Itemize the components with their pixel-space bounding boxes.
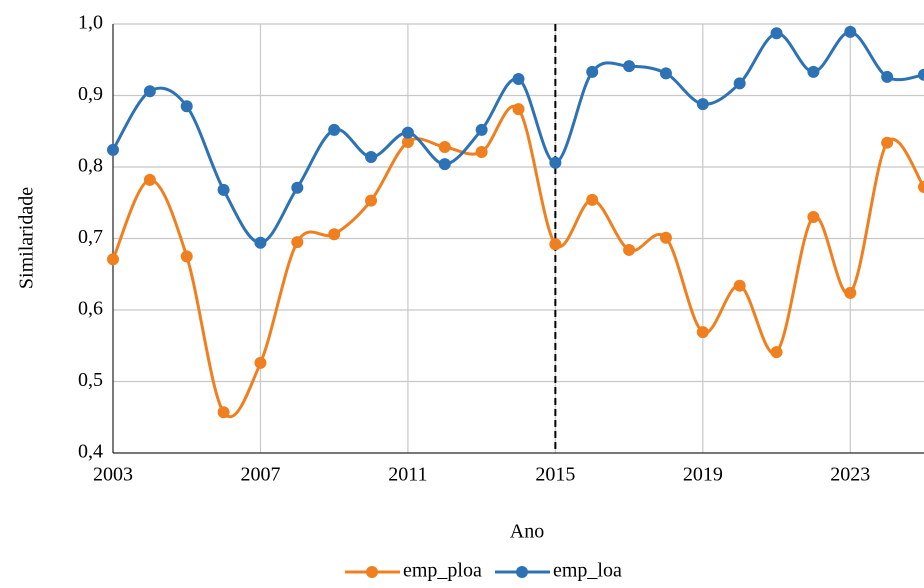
point: [844, 286, 857, 299]
y-tick-label: 0,6: [78, 298, 103, 320]
point: [733, 77, 746, 90]
point: [438, 140, 451, 153]
point: [328, 123, 341, 136]
x-axis-label: Ano: [510, 521, 544, 543]
x-tick-label: 2023: [830, 464, 870, 486]
point: [696, 326, 709, 339]
point: [512, 73, 525, 86]
x-tick-label: 2015: [535, 464, 575, 486]
y-axis-label: Similaridade: [16, 187, 38, 289]
point: [254, 236, 267, 249]
y-tick-label: 0,7: [78, 226, 103, 248]
line: [111, 104, 924, 419]
point: [881, 136, 894, 149]
point: [807, 211, 820, 224]
point: [217, 183, 230, 196]
x-tick-label: 2019: [683, 464, 723, 486]
point: [254, 356, 267, 369]
legend-label: emp_ploa: [403, 560, 482, 582]
legend-marker: [366, 566, 378, 578]
x-tick-label: 2003: [93, 464, 133, 486]
point: [512, 103, 525, 116]
point: [881, 70, 894, 83]
point: [475, 123, 488, 136]
y-tick-label: 0,5: [78, 369, 103, 391]
point: [807, 65, 820, 78]
point: [217, 406, 230, 419]
point: [328, 228, 341, 241]
point: [401, 126, 414, 139]
point: [549, 238, 562, 251]
x-tick-label: 2007: [240, 464, 280, 486]
point: [438, 158, 451, 171]
y-tick-label: 0,9: [78, 83, 103, 105]
point: [143, 173, 156, 186]
point: [291, 181, 304, 194]
point: [549, 156, 562, 169]
point: [365, 150, 378, 163]
point: [401, 135, 414, 148]
y-tick-label: 1,0: [78, 12, 103, 34]
y-tick-label: 0,4: [78, 441, 103, 463]
point: [180, 250, 193, 263]
point: [586, 65, 599, 78]
point: [733, 279, 746, 292]
point: [770, 346, 783, 359]
point: [844, 25, 857, 38]
point: [918, 181, 924, 194]
point: [623, 60, 636, 73]
point: [143, 85, 156, 98]
y-tick-label: 0,8: [78, 155, 103, 177]
point: [365, 194, 378, 207]
point: [107, 253, 119, 266]
point: [659, 67, 672, 80]
point: [291, 236, 304, 249]
legend-label: emp_loa: [553, 560, 622, 582]
legend-marker: [516, 566, 528, 578]
point: [696, 98, 709, 111]
point: [180, 100, 193, 113]
point: [918, 68, 924, 81]
point: [770, 27, 783, 40]
point: [475, 145, 488, 158]
point: [659, 231, 672, 244]
point: [586, 193, 599, 206]
point: [623, 243, 636, 256]
point: [107, 143, 119, 156]
x-tick-label: 2011: [388, 464, 427, 486]
